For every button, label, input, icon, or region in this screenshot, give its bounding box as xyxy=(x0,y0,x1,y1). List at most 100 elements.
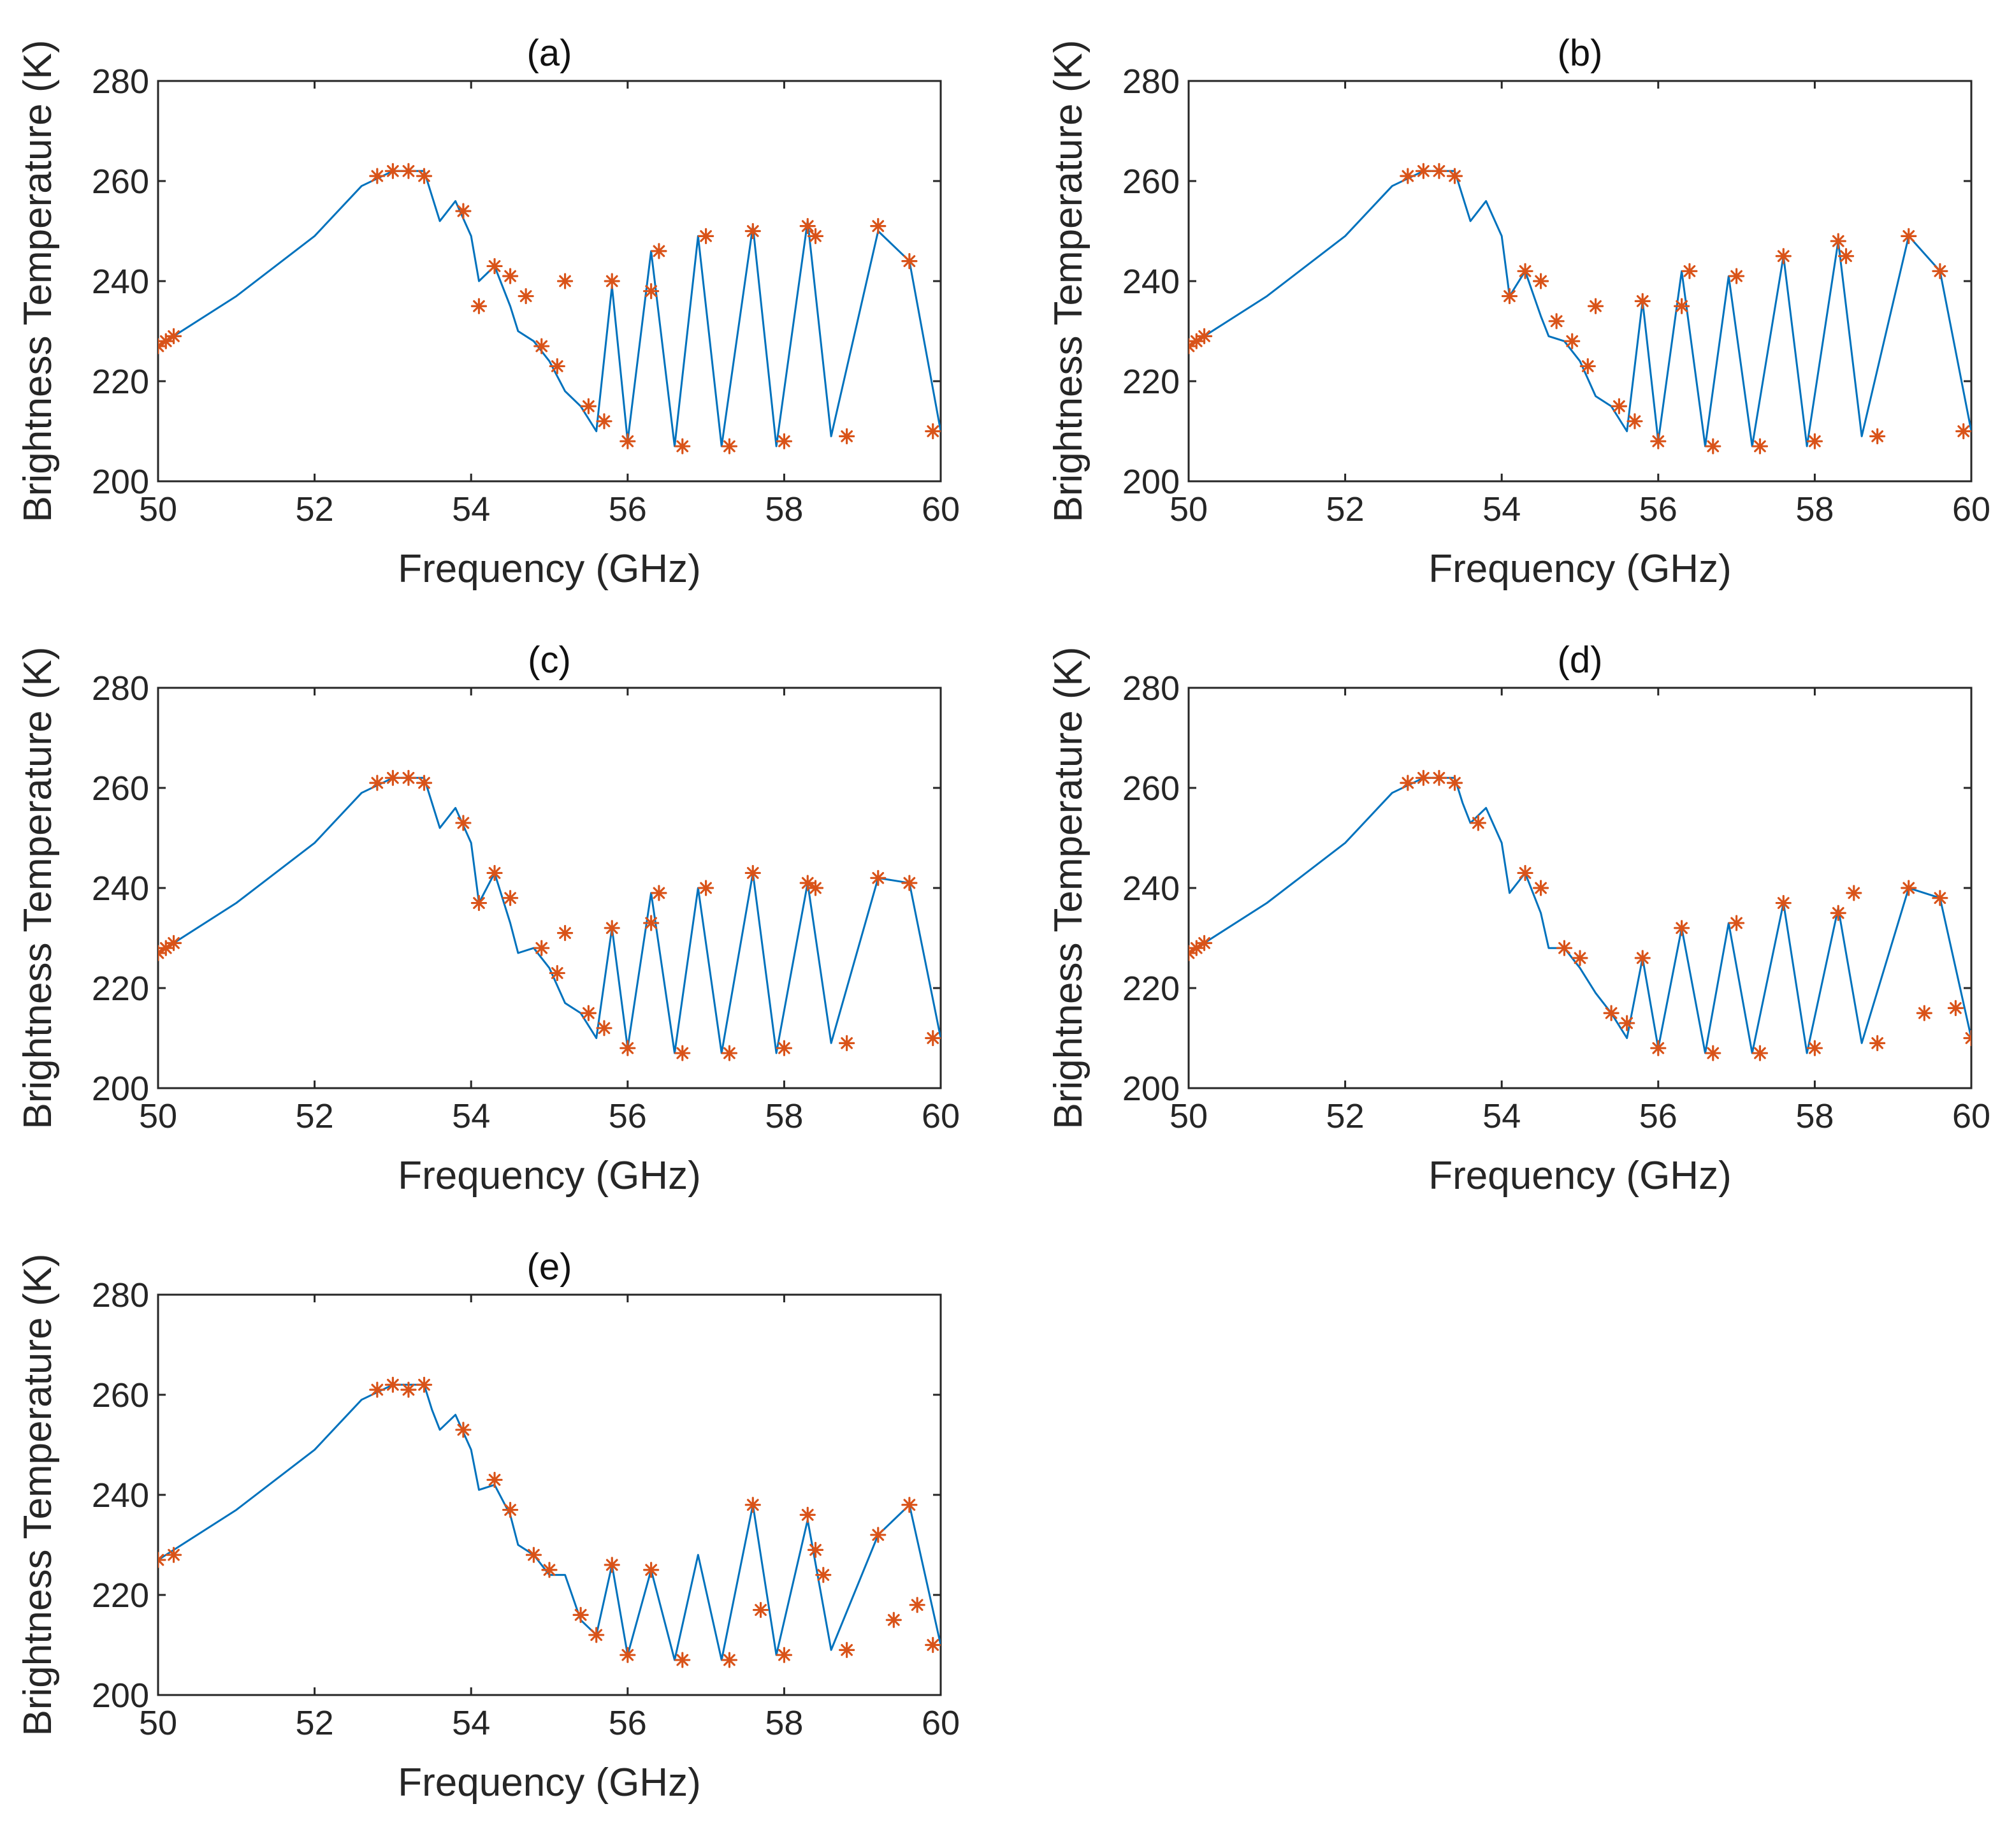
data-point-marker xyxy=(416,1376,433,1393)
y-tick-label: 220 xyxy=(92,363,149,401)
x-axis-label: Frequency (GHz) xyxy=(398,1154,700,1198)
x-tick-label: 58 xyxy=(1795,1097,1834,1135)
data-point-marker xyxy=(1837,248,1855,265)
data-point-marker xyxy=(158,338,166,354)
data-point-marker xyxy=(1681,263,1698,279)
data-point-marker xyxy=(721,1045,738,1061)
x-tick-label: 50 xyxy=(1170,1097,1208,1135)
y-tick-label: 260 xyxy=(92,1376,149,1415)
data-point-marker xyxy=(1705,438,1721,455)
data-point-marker xyxy=(807,228,824,244)
data-point-marker xyxy=(1650,1040,1667,1056)
data-point-marker xyxy=(588,1627,605,1643)
data-point-marker xyxy=(1955,423,1971,440)
chart-title: (c) xyxy=(528,639,571,681)
x-axis-label: Frequency (GHz) xyxy=(398,547,700,591)
data-point-marker xyxy=(400,769,417,786)
data-point-marker xyxy=(604,920,620,936)
data-point-marker xyxy=(909,1597,925,1613)
x-tick-label: 60 xyxy=(1952,1097,1990,1135)
y-axis-label: Brightness Temperature (K) xyxy=(16,40,60,523)
data-point-marker xyxy=(486,864,503,882)
y-tick-label: 280 xyxy=(92,1276,149,1314)
data-point-marker xyxy=(697,228,714,244)
data-point-marker xyxy=(1674,298,1690,314)
data-point-marker xyxy=(1556,940,1573,956)
data-point-marker xyxy=(839,1641,855,1658)
series-group xyxy=(158,163,941,455)
x-tick-label: 50 xyxy=(139,1097,177,1135)
chart-panel-1: 50 52 54 56 58 60 200 220 240 260 280 (a) Frequency … xyxy=(16,33,960,591)
data-point-marker xyxy=(1728,915,1745,931)
data-point-marker xyxy=(1846,885,1862,901)
chart-title: (e) xyxy=(527,1246,572,1288)
data-point-marker xyxy=(885,1612,902,1628)
data-point-marker xyxy=(1674,920,1690,936)
series-group xyxy=(158,1376,941,1668)
data-point-marker xyxy=(901,1497,918,1513)
data-point-marker xyxy=(1189,338,1197,354)
x-tick-label: 52 xyxy=(1326,490,1365,528)
y-tick-label: 280 xyxy=(1122,62,1180,101)
data-point-marker xyxy=(1947,1000,1964,1017)
data-point-marker xyxy=(1579,358,1596,375)
data-point-marker xyxy=(604,1557,620,1573)
data-point-marker xyxy=(1932,263,1948,279)
x-tick-label: 60 xyxy=(922,490,960,528)
y-tick-label: 280 xyxy=(92,669,149,708)
data-point-marker xyxy=(1431,769,1447,786)
data-point-marker xyxy=(799,1506,816,1523)
data-point-marker xyxy=(1517,263,1533,279)
x-tick-label: 54 xyxy=(452,1704,490,1742)
data-point-marker xyxy=(416,168,433,184)
data-point-marker xyxy=(470,894,488,912)
data-point-marker xyxy=(502,268,519,284)
data-point-marker xyxy=(400,1381,417,1398)
data-point-marker xyxy=(165,328,182,344)
x-tick-label: 60 xyxy=(922,1097,960,1135)
data-point-marker xyxy=(1611,398,1627,414)
data-point-marker xyxy=(776,433,793,449)
data-point-marker xyxy=(1869,428,1886,444)
y-tick-label: 200 xyxy=(1122,1070,1180,1108)
data-point-marker xyxy=(1728,268,1745,284)
data-point-marker xyxy=(384,1376,402,1393)
y-tick-label: 260 xyxy=(1122,163,1180,201)
x-tick-label: 52 xyxy=(296,1097,334,1135)
data-point-marker xyxy=(580,398,597,414)
data-point-marker xyxy=(556,925,574,942)
data-point-marker xyxy=(1751,438,1769,455)
series-line-spectrum xyxy=(158,1383,941,1661)
data-point-marker xyxy=(870,1527,887,1543)
data-point-marker xyxy=(776,1647,793,1663)
chart-title: (a) xyxy=(527,33,572,74)
y-tick-label: 200 xyxy=(1122,463,1180,501)
data-point-marker xyxy=(580,1005,597,1021)
data-point-marker xyxy=(744,222,761,240)
chart-panel-3: 50 52 54 56 58 60 200 220 240 260 280 (c) Frequency … xyxy=(16,639,960,1198)
data-point-marker xyxy=(1634,950,1651,966)
data-point-marker xyxy=(901,875,918,891)
x-tick-label: 58 xyxy=(765,1704,803,1742)
y-tick-label: 260 xyxy=(92,769,149,808)
x-tick-label: 58 xyxy=(765,1097,803,1135)
data-point-marker xyxy=(533,338,550,354)
data-point-marker xyxy=(651,243,667,259)
y-tick-label: 220 xyxy=(92,970,149,1008)
data-point-marker xyxy=(1830,905,1846,921)
data-point-marker xyxy=(384,163,402,179)
x-tick-label: 50 xyxy=(139,1704,177,1742)
data-point-marker xyxy=(1517,864,1533,882)
y-tick-label: 240 xyxy=(92,1476,149,1515)
series-group xyxy=(1189,163,1971,455)
y-tick-label: 260 xyxy=(92,163,149,201)
data-point-marker xyxy=(643,1562,660,1578)
data-point-marker xyxy=(925,1636,941,1654)
data-point-marker xyxy=(165,1546,182,1563)
data-point-marker xyxy=(455,1422,472,1438)
data-point-marker xyxy=(1916,1005,1932,1021)
data-point-marker xyxy=(502,890,519,906)
data-point-marker xyxy=(643,915,660,931)
